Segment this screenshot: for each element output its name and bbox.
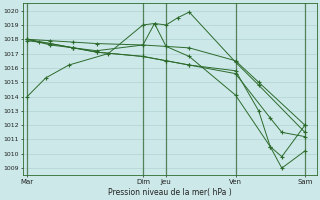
X-axis label: Pression niveau de la mer( hPa ): Pression niveau de la mer( hPa ) <box>108 188 231 197</box>
